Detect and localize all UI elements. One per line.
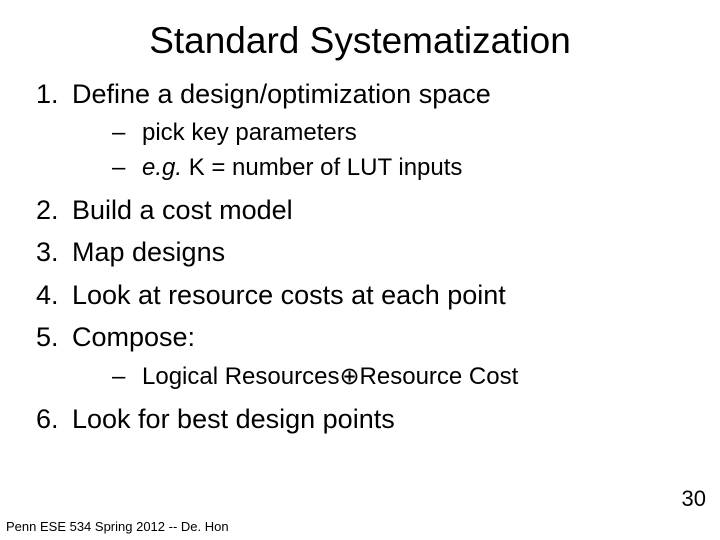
item-number: 4.: [36, 277, 72, 313]
list-item: 2. Build a cost model: [36, 192, 700, 228]
slide-footer: Penn ESE 534 Spring 2012 -- De. Hon: [6, 519, 229, 534]
item-text: Compose:: [72, 319, 195, 355]
item-number: 1.: [36, 76, 72, 112]
italic-prefix: e.g.: [142, 154, 182, 181]
list-item: 3. Map designs: [36, 234, 700, 270]
item-number: 3.: [36, 234, 72, 270]
item-text: Look for best design points: [72, 401, 395, 437]
list-item: 4. Look at resource costs at each point: [36, 277, 700, 313]
item-text: Look at resource costs at each point: [72, 277, 506, 313]
list-item: 1. Define a design/optimization space: [36, 76, 700, 112]
item-number: 2.: [36, 192, 72, 228]
sub-list: – pick key parameters – e.g. K = number …: [36, 116, 700, 186]
item-text: Map designs: [72, 234, 225, 270]
sub-item: – Logical Resources⊕Resource Cost: [112, 360, 700, 395]
sub-text: pick key parameters: [142, 116, 357, 151]
sub-item: – e.g. K = number of LUT inputs: [112, 151, 700, 186]
page-number: 30: [682, 486, 706, 512]
item-number: 6.: [36, 401, 72, 437]
dash-bullet: –: [112, 116, 142, 151]
list-item: 5. Compose:: [36, 319, 700, 355]
dash-bullet: –: [112, 360, 142, 395]
sub-text: Logical Resources⊕Resource Cost: [142, 360, 518, 395]
list-item: 6. Look for best design points: [36, 401, 700, 437]
slide-body: 1. Define a design/optimization space – …: [0, 76, 720, 437]
item-text: Define a design/optimization space: [72, 76, 491, 112]
sub-text: e.g. K = number of LUT inputs: [142, 151, 462, 186]
item-text: Build a cost model: [72, 192, 293, 228]
slide: Standard Systematization 1. Define a des…: [0, 0, 720, 540]
slide-title: Standard Systematization: [0, 0, 720, 70]
sub-item: – pick key parameters: [112, 116, 700, 151]
sub-list: – Logical Resources⊕Resource Cost: [36, 360, 700, 395]
sub-rest: K = number of LUT inputs: [182, 154, 462, 181]
item-number: 5.: [36, 319, 72, 355]
dash-bullet: –: [112, 151, 142, 186]
